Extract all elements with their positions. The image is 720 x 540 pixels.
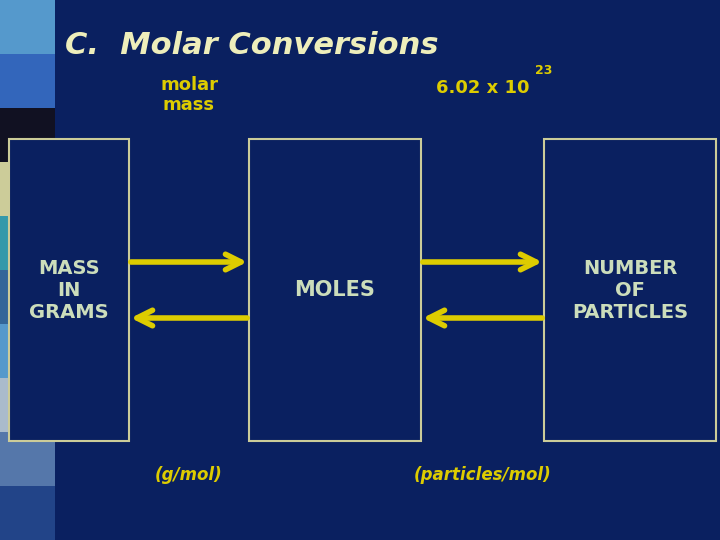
Bar [0, 324, 55, 378]
Text: MOLES: MOLES [294, 280, 375, 300]
Text: 6.02 x 10: 6.02 x 10 [436, 79, 529, 97]
FancyBboxPatch shape [544, 139, 716, 441]
Text: C.  Molar Conversions: C. Molar Conversions [65, 30, 438, 59]
Bar [0, 216, 55, 270]
Bar [0, 54, 55, 108]
Bar [0, 378, 55, 432]
Text: (particles/mol): (particles/mol) [413, 466, 552, 484]
Text: 23: 23 [534, 64, 552, 77]
Bar [0, 270, 55, 324]
Text: MASS
IN
GRAMS: MASS IN GRAMS [30, 259, 109, 321]
Text: NUMBER
OF
PARTICLES: NUMBER OF PARTICLES [572, 259, 688, 321]
Bar [0, 108, 55, 162]
Bar [0, 432, 55, 486]
Bar [0, 486, 55, 540]
Text: (g/mol): (g/mol) [155, 466, 223, 484]
Text: molar
mass: molar mass [160, 76, 218, 114]
Bar [0, 162, 55, 216]
FancyBboxPatch shape [9, 139, 129, 441]
FancyBboxPatch shape [249, 139, 421, 441]
Bar [0, 0, 55, 54]
